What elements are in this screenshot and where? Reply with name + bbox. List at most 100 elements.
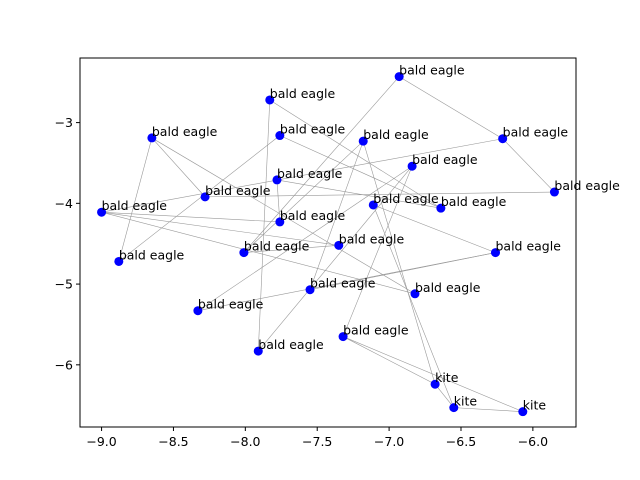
data-point — [436, 203, 446, 213]
point-label: bald eagle — [554, 178, 620, 193]
edge-line — [342, 166, 413, 337]
data-point — [358, 136, 368, 146]
edge-line — [434, 384, 455, 408]
x-tick-label: −8.0 — [230, 434, 260, 449]
point-label: bald eagle — [441, 194, 507, 209]
data-point — [305, 285, 315, 295]
edge-line — [399, 76, 503, 140]
point-layer — [97, 72, 559, 417]
point-label: bald eagle — [280, 208, 346, 223]
point-label: bald eagle — [343, 323, 409, 338]
edge-layer — [101, 76, 555, 412]
x-axis: −9.0 −8.5 −8.0 −7.5 −7.0 −6.5 −6.0 — [86, 427, 548, 449]
point-label: bald eagle — [495, 239, 561, 254]
edge-line — [362, 141, 436, 385]
plot-frame — [79, 57, 577, 428]
data-point — [147, 133, 157, 143]
point-label: bald eagle — [373, 191, 439, 206]
edge-line — [373, 204, 455, 408]
edge-line — [243, 76, 400, 253]
data-point — [200, 192, 210, 202]
edge-line — [342, 336, 523, 412]
data-point — [498, 134, 508, 144]
edge-line — [373, 204, 496, 253]
edge-line — [243, 140, 364, 253]
point-label: bald eagle — [270, 86, 336, 101]
data-point — [114, 256, 124, 266]
data-point — [275, 217, 285, 227]
edge-line — [101, 211, 339, 246]
edge-line — [279, 135, 441, 209]
point-label: bald eagle — [339, 231, 405, 246]
edge-line — [453, 407, 523, 412]
data-point — [449, 403, 459, 413]
y-tick-label: −4 — [55, 196, 73, 211]
data-point — [334, 240, 344, 250]
edge-line — [342, 336, 436, 385]
edge-line — [151, 137, 206, 198]
edge-line — [502, 138, 555, 193]
data-point — [430, 379, 440, 389]
point-label: bald eagle — [399, 63, 465, 78]
point-label: bald eagle — [198, 297, 264, 312]
data-point — [368, 200, 378, 210]
edge-line — [269, 99, 442, 209]
data-point — [253, 346, 263, 356]
x-tick-label: −9.0 — [86, 434, 116, 449]
edge-line — [197, 252, 496, 312]
x-tick-label: −7.0 — [374, 434, 404, 449]
data-point — [407, 161, 417, 171]
data-point — [490, 248, 500, 258]
data-point — [265, 95, 275, 105]
data-point — [338, 332, 348, 342]
data-point — [410, 289, 420, 299]
point-label: bald eagle — [205, 183, 271, 198]
y-tick-label: −3 — [55, 115, 73, 130]
point-label: bald eagle — [280, 122, 346, 137]
data-point — [549, 187, 559, 197]
data-point — [239, 248, 249, 258]
point-label: bald eagle — [503, 125, 569, 140]
point-label: kite — [454, 394, 478, 409]
x-tick-label: −7.5 — [302, 434, 332, 449]
point-label: bald eagle — [258, 337, 324, 352]
edge-line — [205, 191, 555, 198]
data-point — [275, 131, 285, 141]
edge-line — [257, 99, 271, 352]
edge-line — [101, 211, 416, 295]
data-point — [272, 175, 282, 185]
point-label: bald eagle — [244, 239, 310, 254]
edge-line — [243, 245, 339, 253]
data-point — [193, 306, 203, 316]
point-label: bald eagle — [415, 280, 481, 295]
x-tick-label: −8.5 — [158, 434, 188, 449]
point-label: bald eagle — [277, 166, 343, 181]
x-tick-label: −6.5 — [446, 434, 476, 449]
y-tick-label: −6 — [55, 357, 73, 372]
point-label: bald eagle — [152, 124, 218, 139]
point-label: kite — [435, 370, 459, 385]
edge-line — [276, 179, 441, 209]
point-label: kite — [523, 398, 547, 413]
point-label: bald eagle — [363, 127, 429, 142]
point-label: bald eagle — [310, 276, 376, 291]
data-point — [97, 207, 107, 217]
point-label: bald eagle — [119, 247, 185, 262]
x-tick-label: −6.0 — [518, 434, 548, 449]
data-point — [394, 72, 404, 82]
y-tick-label: −5 — [55, 277, 73, 292]
edge-line — [197, 165, 413, 311]
edge-line — [258, 166, 413, 352]
data-point — [518, 407, 528, 417]
point-label: bald eagle — [412, 152, 478, 167]
edge-line — [118, 137, 153, 262]
point-label: bald eagle — [102, 198, 168, 213]
edge-line — [276, 179, 281, 222]
edge-line — [101, 138, 503, 213]
y-axis: −6 −5 −4 −3 — [55, 115, 80, 372]
edge-line — [118, 135, 281, 262]
edge-line — [101, 211, 280, 223]
